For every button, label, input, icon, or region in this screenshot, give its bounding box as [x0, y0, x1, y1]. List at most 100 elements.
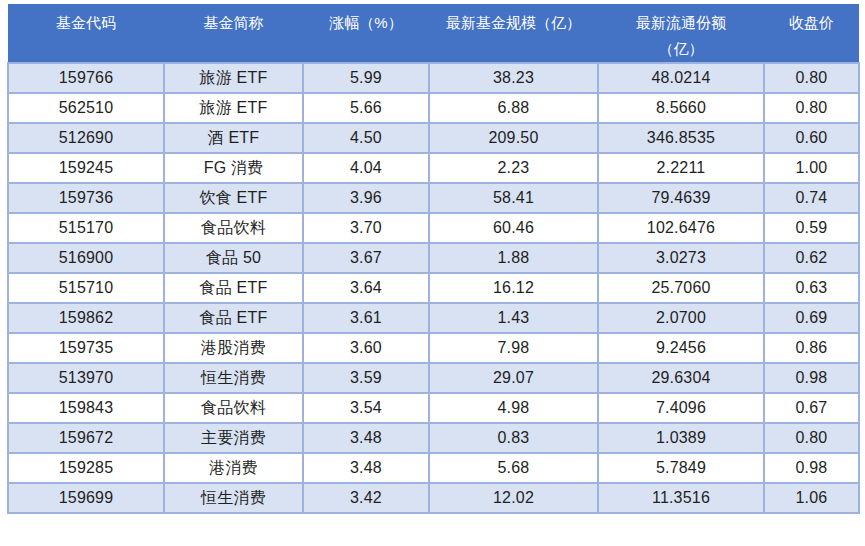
- table-cell-change-percent: 3.67: [303, 243, 429, 273]
- table-cell-fund-code: 159672: [8, 423, 164, 453]
- table-cell-closing-price: 0.60: [764, 123, 859, 153]
- table-cell-latest-fund-size: 2.23: [429, 153, 598, 183]
- table-cell-fund-name: 食品 ETF: [164, 303, 303, 333]
- table-cell-closing-price: 0.86: [764, 333, 859, 363]
- table-cell-change-percent: 3.42: [303, 483, 429, 513]
- table-row: 159245FG 消费4.042.232.22111.00: [8, 153, 859, 183]
- table-cell-latest-fund-size: 6.88: [429, 93, 598, 123]
- table-cell-latest-fund-size: 16.12: [429, 273, 598, 303]
- table-cell-closing-price: 0.59: [764, 213, 859, 243]
- table-cell-fund-code: 159699: [8, 483, 164, 513]
- table-cell-latest-shares: 5.7849: [598, 453, 764, 483]
- table-row: 159736饮食 ETF3.9658.4179.46390.74: [8, 183, 859, 213]
- table-cell-latest-fund-size: 209.50: [429, 123, 598, 153]
- table-cell-change-percent: 3.96: [303, 183, 429, 213]
- table-cell-latest-fund-size: 58.41: [429, 183, 598, 213]
- table-cell-latest-fund-size: 29.07: [429, 363, 598, 393]
- fund-table: 基金代码基金简称涨幅（%）最新基金规模（亿）最新流通份额（亿）收盘价 15976…: [7, 4, 860, 514]
- table-cell-fund-code: 159862: [8, 303, 164, 333]
- table-cell-closing-price: 0.62: [764, 243, 859, 273]
- table-cell-latest-fund-size: 60.46: [429, 213, 598, 243]
- table-cell-latest-fund-size: 7.98: [429, 333, 598, 363]
- column-header-latest-shares: 最新流通份额（亿）: [598, 4, 764, 63]
- table-cell-closing-price: 1.06: [764, 483, 859, 513]
- table-row: 516900食品 503.671.883.02730.62: [8, 243, 859, 273]
- table-row: 159843食品饮料3.544.987.40960.67: [8, 393, 859, 423]
- table-cell-change-percent: 3.48: [303, 453, 429, 483]
- table-cell-latest-shares: 3.0273: [598, 243, 764, 273]
- table-row: 159862食品 ETF3.611.432.07000.69: [8, 303, 859, 333]
- table-header: 基金代码基金简称涨幅（%）最新基金规模（亿）最新流通份额（亿）收盘价: [8, 4, 859, 63]
- table-cell-fund-code: 159766: [8, 63, 164, 93]
- table-cell-closing-price: 0.63: [764, 273, 859, 303]
- table-body: 159766旅游 ETF5.9938.2348.02140.80562510旅游…: [8, 63, 859, 513]
- table-cell-latest-fund-size: 1.88: [429, 243, 598, 273]
- column-header-label: 收盘价: [764, 10, 859, 36]
- table-row: 159699恒生消费3.4212.0211.35161.06: [8, 483, 859, 513]
- table-cell-change-percent: 5.99: [303, 63, 429, 93]
- table-cell-fund-name: 主要消费: [164, 423, 303, 453]
- header-row: 基金代码基金简称涨幅（%）最新基金规模（亿）最新流通份额（亿）收盘价: [8, 4, 859, 63]
- table-cell-fund-name: 食品 50: [164, 243, 303, 273]
- fund-table-container: 基金代码基金简称涨幅（%）最新基金规模（亿）最新流通份额（亿）收盘价 15976…: [7, 4, 860, 514]
- table-cell-latest-shares: 7.4096: [598, 393, 764, 423]
- table-cell-closing-price: 1.00: [764, 153, 859, 183]
- table-cell-latest-shares: 8.5660: [598, 93, 764, 123]
- table-cell-fund-name: 旅游 ETF: [164, 63, 303, 93]
- column-header-label: 基金简称: [164, 10, 303, 36]
- table-cell-fund-code: 512690: [8, 123, 164, 153]
- table-cell-change-percent: 3.70: [303, 213, 429, 243]
- table-cell-latest-fund-size: 38.23: [429, 63, 598, 93]
- table-row: 512690酒 ETF4.50209.50346.85350.60: [8, 123, 859, 153]
- table-row: 515170食品饮料3.7060.46102.64760.59: [8, 213, 859, 243]
- table-cell-closing-price: 0.80: [764, 93, 859, 123]
- table-cell-latest-fund-size: 0.83: [429, 423, 598, 453]
- table-cell-fund-name: 饮食 ETF: [164, 183, 303, 213]
- table-cell-latest-shares: 79.4639: [598, 183, 764, 213]
- table-cell-closing-price: 0.80: [764, 423, 859, 453]
- table-cell-change-percent: 3.61: [303, 303, 429, 333]
- table-cell-closing-price: 0.98: [764, 453, 859, 483]
- table-cell-change-percent: 4.50: [303, 123, 429, 153]
- table-cell-fund-code: 159285: [8, 453, 164, 483]
- table-cell-change-percent: 3.64: [303, 273, 429, 303]
- table-cell-fund-code: 515710: [8, 273, 164, 303]
- table-cell-latest-shares: 2.2211: [598, 153, 764, 183]
- table-cell-latest-shares: 25.7060: [598, 273, 764, 303]
- table-row: 159285港消费3.485.685.78490.98: [8, 453, 859, 483]
- table-cell-fund-code: 159245: [8, 153, 164, 183]
- table-row: 562510旅游 ETF5.666.888.56600.80: [8, 93, 859, 123]
- table-cell-latest-shares: 1.0389: [598, 423, 764, 453]
- table-row: 513970恒生消费3.5929.0729.63040.98: [8, 363, 859, 393]
- table-cell-latest-shares: 102.6476: [598, 213, 764, 243]
- table-cell-change-percent: 3.60: [303, 333, 429, 363]
- column-header-label: 基金代码: [8, 10, 164, 36]
- table-cell-closing-price: 0.98: [764, 363, 859, 393]
- table-cell-fund-name: 食品饮料: [164, 393, 303, 423]
- table-cell-closing-price: 0.69: [764, 303, 859, 333]
- column-header-label: 最新基金规模（亿）: [429, 10, 598, 36]
- table-cell-fund-code: 159843: [8, 393, 164, 423]
- column-header-label: 涨幅（%）: [303, 10, 429, 36]
- table-cell-latest-shares: 2.0700: [598, 303, 764, 333]
- table-cell-fund-name: 恒生消费: [164, 363, 303, 393]
- table-cell-latest-shares: 346.8535: [598, 123, 764, 153]
- table-cell-fund-code: 159735: [8, 333, 164, 363]
- table-row: 515710食品 ETF3.6416.1225.70600.63: [8, 273, 859, 303]
- table-cell-fund-name: 恒生消费: [164, 483, 303, 513]
- table-cell-fund-code: 515170: [8, 213, 164, 243]
- table-cell-fund-name: 酒 ETF: [164, 123, 303, 153]
- table-cell-fund-name: 食品饮料: [164, 213, 303, 243]
- table-cell-latest-shares: 9.2456: [598, 333, 764, 363]
- table-cell-fund-code: 513970: [8, 363, 164, 393]
- table-cell-change-percent: 5.66: [303, 93, 429, 123]
- table-cell-fund-name: 食品 ETF: [164, 273, 303, 303]
- table-cell-closing-price: 0.74: [764, 183, 859, 213]
- table-row: 159735港股消费3.607.989.24560.86: [8, 333, 859, 363]
- table-row: 159766旅游 ETF5.9938.2348.02140.80: [8, 63, 859, 93]
- table-cell-latest-shares: 48.0214: [598, 63, 764, 93]
- table-cell-fund-code: 159736: [8, 183, 164, 213]
- table-cell-latest-shares: 11.3516: [598, 483, 764, 513]
- table-cell-fund-code: 516900: [8, 243, 164, 273]
- column-header-fund-name: 基金简称: [164, 4, 303, 63]
